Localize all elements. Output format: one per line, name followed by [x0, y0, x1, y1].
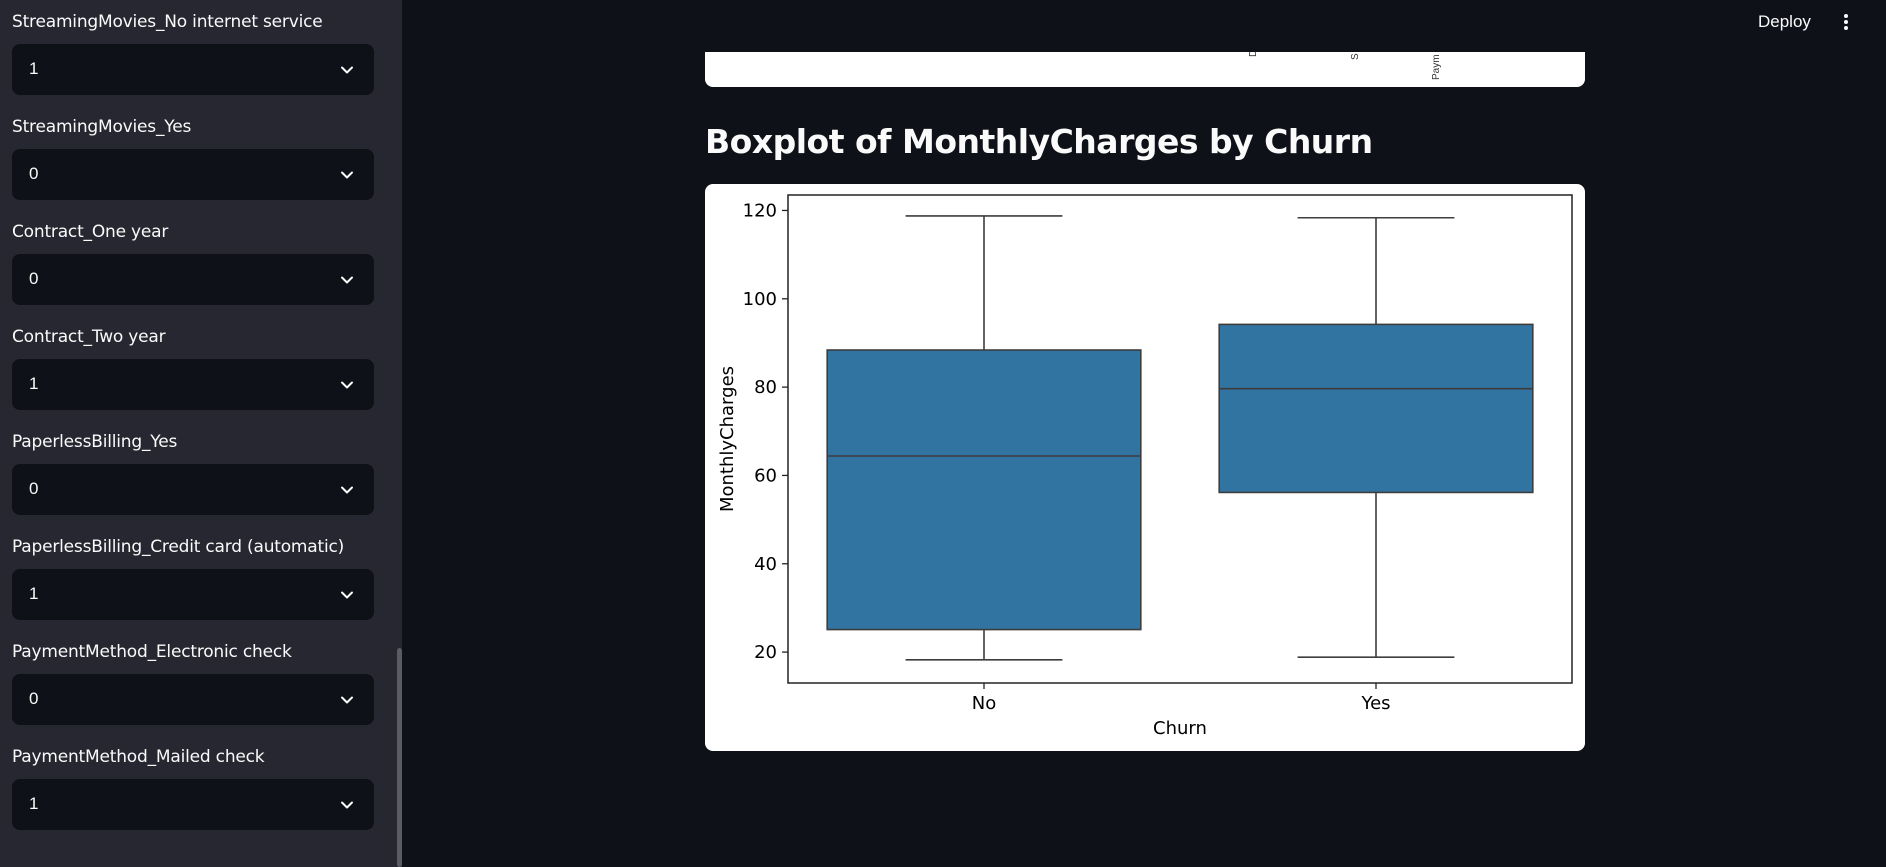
- select-value: 1: [29, 794, 39, 813]
- field-label: StreamingMovies_No internet service: [12, 12, 323, 32]
- field-select[interactable]: 0: [12, 674, 374, 725]
- field-select[interactable]: 1: [12, 359, 374, 410]
- chevron-down-icon: [341, 696, 353, 704]
- more-options-icon[interactable]: [1838, 12, 1854, 34]
- field-select[interactable]: 1: [12, 779, 374, 830]
- field-label: PaperlessBilling_Credit card (automatic): [12, 537, 345, 557]
- x-axis-label: Churn: [1153, 718, 1207, 739]
- field-select[interactable]: 0: [12, 254, 374, 305]
- chevron-down-icon: [341, 66, 353, 74]
- select-value: 1: [29, 59, 39, 78]
- chevron-down-icon: [341, 381, 353, 389]
- top-bar: [402, 0, 1886, 46]
- box-yes: [1218, 323, 1534, 494]
- select-value: 0: [29, 164, 39, 183]
- y-tick-label: 60: [754, 465, 777, 486]
- select-value: 0: [29, 689, 39, 708]
- plot-frame: [787, 194, 1573, 684]
- deploy-button[interactable]: Deploy: [1758, 12, 1811, 31]
- x-tick-label: No: [972, 693, 996, 714]
- boxplot-chart: 20 40 60 80 100 120 No Yes Churn MonthlyCharges: [705, 184, 1585, 751]
- field-select[interactable]: 0: [12, 464, 374, 515]
- y-axis-label: MonthlyCharges: [717, 366, 738, 512]
- sidebar-scrollbar-track[interactable]: [396, 0, 402, 867]
- chevron-down-icon: [341, 801, 353, 809]
- page-heading: Boxplot of MonthlyCharges by Churn: [705, 122, 1373, 161]
- y-tick-label: 100: [743, 289, 777, 310]
- field-label: StreamingMovies_Yes: [12, 117, 192, 137]
- field-select[interactable]: 1: [12, 44, 374, 95]
- field-label: PaymentMethod_Electronic check: [12, 642, 292, 662]
- chevron-down-icon: [341, 171, 353, 179]
- box-no: [826, 349, 1142, 631]
- y-tick-label: 40: [754, 554, 777, 575]
- field-select[interactable]: 0: [12, 149, 374, 200]
- chevron-down-icon: [341, 276, 353, 284]
- field-select[interactable]: 1: [12, 569, 374, 620]
- y-tick-label: 20: [754, 642, 777, 663]
- boxplot-svg: 20 40 60 80 100 120 No Yes Churn MonthlyCharges: [717, 194, 1573, 739]
- field-label: Contract_Two year: [12, 327, 166, 347]
- select-value: 1: [29, 374, 39, 393]
- select-value: 1: [29, 584, 39, 603]
- y-tick-label: 80: [754, 377, 777, 398]
- previous-chart-tick: Paym: [1431, 54, 1442, 80]
- x-tick-label: Yes: [1360, 693, 1390, 714]
- previous-chart-tick: D: [1248, 52, 1259, 57]
- sidebar: StreamingMovies_No internet service 1 Stre…: [0, 0, 402, 867]
- sidebar-scrollbar-thumb[interactable]: [397, 648, 402, 867]
- select-value: 0: [29, 479, 39, 498]
- chevron-down-icon: [341, 591, 353, 599]
- field-label: PaymentMethod_Mailed check: [12, 747, 265, 767]
- select-value: 0: [29, 269, 39, 288]
- chevron-down-icon: [341, 486, 353, 494]
- field-label: PaperlessBilling_Yes: [12, 432, 178, 452]
- previous-chart-bottom: D S Paym: [705, 52, 1585, 87]
- field-label: Contract_One year: [12, 222, 169, 242]
- y-tick-label: 120: [743, 200, 777, 221]
- previous-chart-tick: S: [1350, 53, 1361, 60]
